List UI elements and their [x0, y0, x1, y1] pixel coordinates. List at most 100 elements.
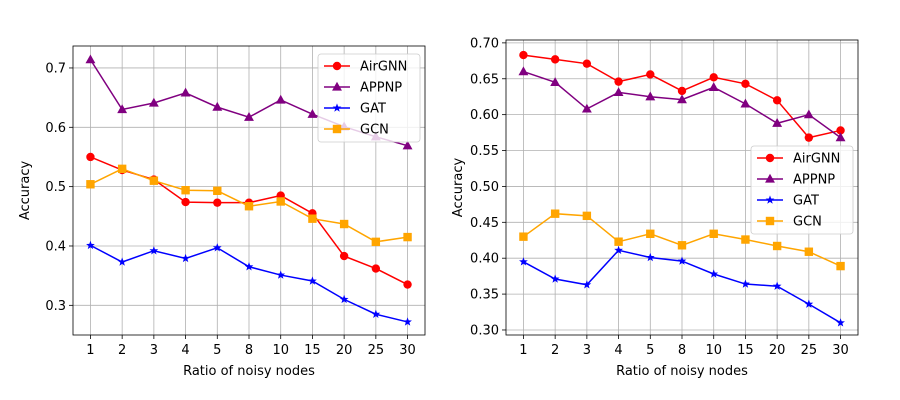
data-point: [581, 103, 592, 113]
y-axis-label: Accuracy: [18, 161, 33, 221]
data-point: [550, 77, 561, 86]
legend-label: AirGNN: [360, 60, 407, 75]
data-point: [519, 257, 528, 266]
data-point: [645, 91, 656, 101]
x-tick-label: 10: [272, 343, 289, 358]
legend: AirGNN APPNP GAT GCN: [317, 53, 421, 143]
data-point: [645, 252, 655, 262]
y-tick-label: 0.55: [470, 144, 499, 159]
data-point: [339, 219, 349, 229]
x-tick-label: 3: [583, 343, 591, 358]
data-point: [677, 256, 687, 265]
data-point: [804, 299, 814, 308]
data-point: [339, 251, 349, 261]
legend-marker: [332, 103, 342, 112]
data-point: [213, 198, 222, 207]
data-point: [244, 202, 254, 211]
chart-panel-1: 1 2 3 4 5 8 10 15 20 25 30 0.3 0.4 0.5 0.6 0.7 Ratio of …: [18, 45, 426, 379]
legend-label: APPNP: [360, 81, 402, 96]
data-point: [149, 246, 159, 255]
x-tick-label: 3: [150, 343, 158, 358]
legend-label: APPNP: [793, 173, 835, 188]
legend-marker: [765, 173, 775, 183]
x-axis-label: Ratio of noisy nodes: [616, 364, 748, 379]
data-point: [646, 70, 655, 79]
x-tick-label: 5: [646, 343, 654, 358]
data-point: [403, 317, 412, 326]
x-tick-label: 2: [118, 343, 126, 358]
data-point: [117, 164, 127, 174]
data-point: [371, 237, 381, 247]
x-tick-label: 20: [769, 343, 786, 358]
data-point: [148, 97, 159, 107]
y-tick-label: 0.3: [45, 299, 66, 314]
data-point: [709, 269, 719, 278]
data-point: [117, 104, 128, 114]
y-tick-label: 0.7: [45, 61, 66, 76]
y-tick-label: 0.6: [45, 121, 66, 136]
series-gcn: [519, 209, 845, 271]
series-gat: [86, 240, 412, 326]
data-point: [614, 237, 623, 246]
chart-panel-2: 1 2 3 4 5 8 10 15 20 25 30 0.30 0.35 0.40 0.45 0.50 0.55…: [451, 36, 859, 379]
data-point: [804, 133, 814, 142]
data-point: [244, 262, 254, 271]
legend-marker: [332, 81, 342, 91]
data-point: [181, 197, 190, 207]
x-tick-label: 4: [614, 343, 622, 358]
y-tick-label: 0.35: [470, 288, 499, 303]
data-point: [403, 280, 412, 289]
data-point: [582, 59, 592, 68]
series-gat: [519, 245, 845, 327]
y-tick-label: 0.65: [470, 72, 499, 87]
data-point: [582, 211, 592, 221]
x-tick-label: 8: [245, 343, 253, 358]
legend-marker: [332, 61, 342, 71]
data-point: [181, 253, 190, 263]
legend-label: GAT: [360, 102, 386, 117]
plot-frame: [72, 45, 426, 336]
data-point: [550, 55, 560, 64]
data-point: [180, 87, 191, 97]
data-point: [519, 232, 528, 241]
data-point: [339, 294, 349, 304]
x-tick-label: 30: [832, 343, 849, 358]
legend-marker: [765, 216, 775, 226]
series-airgnn: [519, 50, 845, 142]
x-tick-label: 4: [181, 343, 189, 358]
data-point: [741, 235, 750, 244]
data-point: [772, 281, 782, 290]
data-point: [708, 82, 719, 92]
data-point: [677, 241, 687, 250]
y-tick-label: 0.60: [470, 108, 499, 123]
data-point: [86, 240, 95, 250]
x-tick-label: 15: [737, 343, 754, 358]
data-point: [213, 186, 222, 195]
x-tick-label: 1: [86, 343, 94, 358]
x-tick-label: 25: [368, 343, 385, 358]
data-point: [371, 264, 381, 273]
legend-label: GCN: [360, 123, 389, 138]
data-point: [614, 77, 623, 86]
data-point: [212, 243, 222, 252]
x-tick-label: 15: [304, 343, 321, 358]
data-point: [772, 241, 782, 251]
x-tick-label: 8: [678, 343, 686, 358]
data-point: [582, 280, 592, 289]
data-point: [709, 73, 718, 82]
data-point: [677, 86, 687, 96]
y-tick-label: 0.50: [470, 180, 499, 195]
data-point: [212, 101, 223, 111]
x-tick-label: 25: [801, 343, 818, 358]
data-point: [613, 87, 624, 97]
y-tick-label: 0.45: [470, 216, 499, 231]
data-point: [772, 118, 783, 127]
data-point: [308, 276, 317, 285]
data-point: [402, 140, 413, 150]
data-point: [519, 50, 528, 60]
legend-label: AirGNN: [793, 152, 840, 167]
data-point: [803, 109, 814, 119]
data-point: [614, 245, 623, 255]
legend: AirGNN APPNP GAT GCN: [750, 145, 854, 235]
